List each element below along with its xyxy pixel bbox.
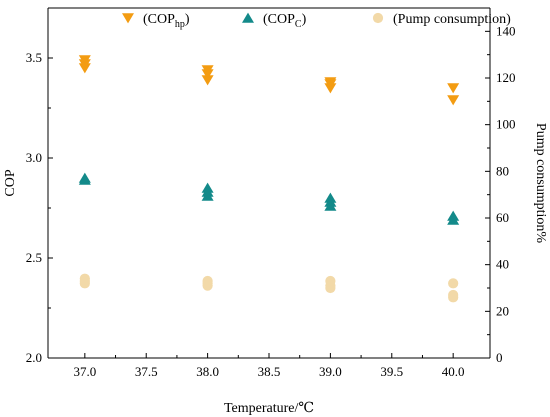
left-y-axis-title: COP	[3, 169, 18, 196]
right-y-tick-label: 60	[496, 210, 509, 225]
data-point	[201, 69, 214, 80]
legend-item: (Pump consumption)	[372, 12, 511, 27]
data-point	[448, 278, 459, 289]
right-y-tick-label: 140	[496, 23, 516, 38]
series-cop-hp	[78, 55, 460, 106]
right-y-axis-title: Pump consumption%	[533, 123, 548, 244]
right-y-ticks: 0 20 40 60 80 100 120 140	[485, 23, 516, 365]
data-point	[325, 282, 336, 294]
series-pump-consumption	[79, 273, 459, 303]
legend-label-close: )	[185, 12, 190, 27]
legend-label: (Pump consumption)	[393, 12, 511, 27]
data-point	[78, 174, 91, 185]
right-y-tick-label: 40	[496, 257, 509, 272]
legend-item: (COPC)	[242, 12, 307, 30]
data-point	[448, 292, 459, 303]
legend-label: (COPC)	[263, 12, 307, 30]
left-y-tick-label: 2.0	[26, 350, 42, 365]
data-point	[79, 278, 90, 289]
data-point	[201, 190, 214, 201]
legend-label-close: )	[302, 12, 307, 27]
right-y-tick-label: 0	[496, 350, 503, 365]
x-tick-label: 39.5	[380, 364, 403, 379]
left-y-tick-label: 3.5	[26, 50, 42, 65]
left-y-tick-label: 3.0	[26, 150, 42, 165]
legend-label: (COPhp)	[143, 12, 190, 30]
right-y-tick-label: 20	[496, 303, 509, 318]
legend-marker	[242, 12, 254, 23]
data-point	[201, 75, 214, 86]
x-ticks: 37.0 37.5 38.0 38.5 39.0 39.5 40.0	[73, 353, 465, 379]
series-cop-c	[78, 172, 460, 225]
legend-label-main: (COP	[143, 12, 175, 27]
legend: (COPhp) (COPC) (Pump consumption)	[122, 12, 511, 30]
x-tick-label: 37.5	[135, 364, 158, 379]
data-point	[447, 214, 460, 225]
data-points	[78, 55, 460, 303]
legend-label-main: (COP	[263, 12, 295, 27]
data-point	[324, 200, 337, 211]
data-point	[78, 63, 91, 74]
legend-item: (COPhp)	[122, 12, 190, 30]
data-point	[447, 83, 460, 94]
x-tick-label: 37.0	[73, 364, 96, 379]
right-y-tick-label: 120	[496, 70, 516, 85]
right-y-tick-label: 100	[496, 117, 516, 132]
legend-label-subscript: hp	[175, 19, 185, 30]
x-tick-label: 39.0	[319, 364, 342, 379]
right-y-tick-label: 80	[496, 163, 509, 178]
x-tick-label: 40.0	[442, 364, 465, 379]
legend-label-subscript: C	[295, 19, 302, 30]
data-point	[447, 95, 460, 106]
data-point	[202, 280, 213, 291]
left-y-ticks: 2.0 2.5 3.0 3.5	[26, 50, 53, 365]
legend-marker	[372, 12, 384, 24]
legend-marker	[122, 13, 134, 24]
x-axis-title: Temperature/℃	[224, 401, 314, 416]
x-tick-label: 38.0	[196, 364, 219, 379]
legend-label-main: (Pump consumption)	[393, 12, 511, 27]
left-y-tick-label: 2.5	[26, 250, 42, 265]
data-point	[324, 83, 337, 94]
x-tick-label: 38.5	[258, 364, 281, 379]
